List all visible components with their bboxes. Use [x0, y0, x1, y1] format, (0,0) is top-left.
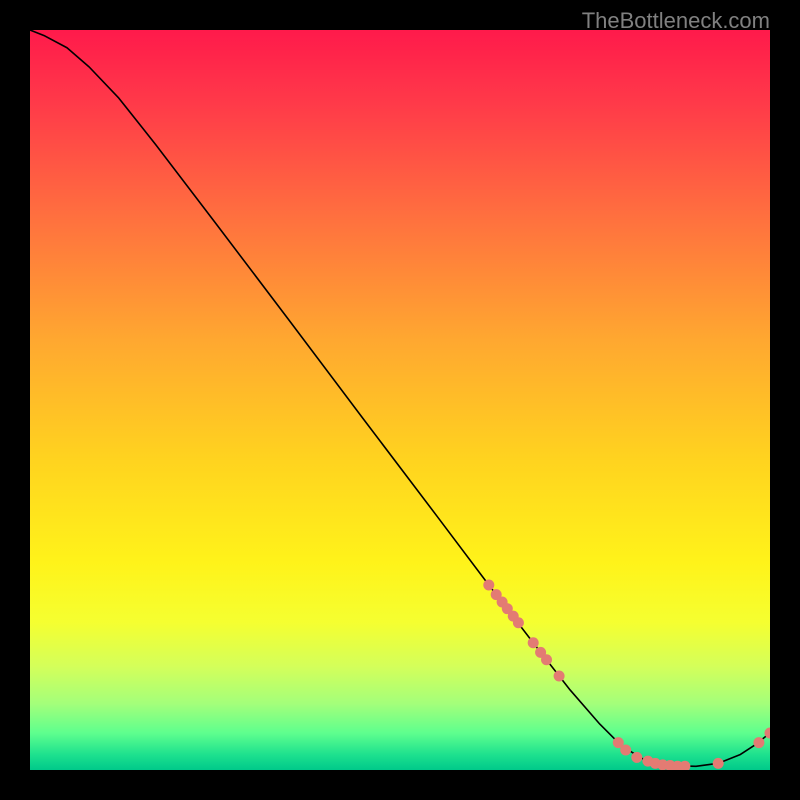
- data-point: [753, 737, 764, 748]
- chart-container: TheBottleneck.com: [0, 0, 800, 800]
- watermark-text: TheBottleneck.com: [582, 8, 770, 34]
- data-point: [513, 617, 524, 628]
- plot-background: [30, 30, 770, 770]
- plot-svg: [30, 30, 770, 770]
- data-point: [541, 654, 552, 665]
- data-point: [620, 745, 631, 756]
- data-point: [528, 637, 539, 648]
- data-point: [713, 758, 724, 769]
- data-point: [483, 580, 494, 591]
- data-point: [631, 752, 642, 763]
- data-point: [554, 671, 565, 682]
